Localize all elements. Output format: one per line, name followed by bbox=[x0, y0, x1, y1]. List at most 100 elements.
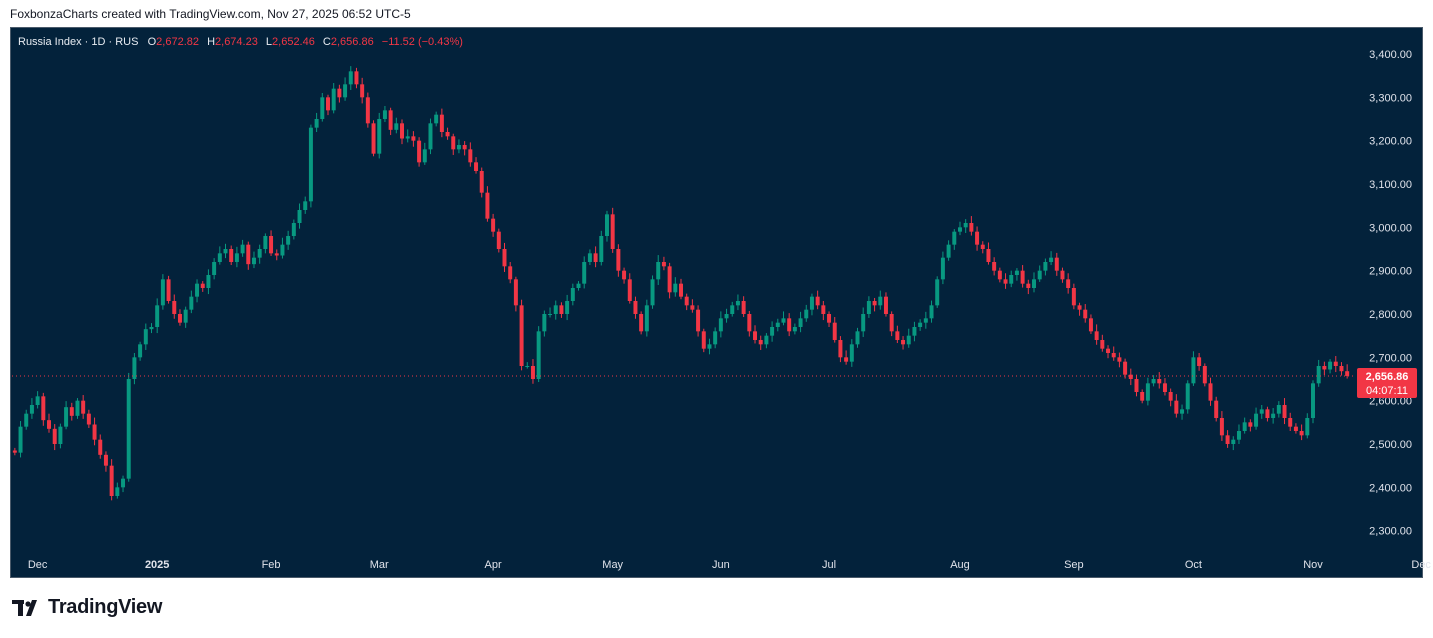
time-tick-label: Apr bbox=[485, 559, 502, 571]
candle-body bbox=[599, 236, 604, 262]
candle-body bbox=[1202, 366, 1207, 384]
candle-body bbox=[308, 127, 313, 202]
candle-body bbox=[650, 279, 655, 306]
candle-body bbox=[343, 84, 348, 98]
candle-body bbox=[923, 318, 928, 323]
symbol-label[interactable]: Russia Index · 1D · RUS bbox=[18, 36, 139, 48]
candle-body bbox=[297, 210, 302, 223]
candle-body bbox=[1180, 409, 1185, 414]
price-tick-label: 2,300.00 bbox=[1369, 526, 1412, 538]
candle-body bbox=[1282, 405, 1287, 418]
candle-body bbox=[798, 318, 803, 327]
candle-body bbox=[849, 344, 854, 362]
candle-body bbox=[274, 253, 279, 256]
candle-body bbox=[109, 465, 114, 496]
candle-body bbox=[303, 201, 308, 210]
candle-body bbox=[1310, 383, 1315, 418]
candle-body bbox=[411, 136, 416, 141]
candle-body bbox=[388, 110, 393, 130]
candle-body bbox=[724, 314, 729, 319]
candle-body bbox=[1271, 413, 1276, 418]
candle-body bbox=[1032, 279, 1036, 288]
price-tick-label: 3,300.00 bbox=[1369, 92, 1412, 104]
candle-body bbox=[52, 428, 57, 444]
close-key: C bbox=[322, 36, 331, 48]
candle-body bbox=[701, 331, 706, 349]
candle-body bbox=[81, 400, 86, 414]
candle-body bbox=[1128, 374, 1133, 379]
ohlc-legend: Russia Index · 1D · RUS O2,672.82 H2,674… bbox=[18, 36, 463, 48]
candle-body bbox=[1145, 383, 1150, 401]
candle-body bbox=[371, 123, 376, 154]
chart-pane[interactable] bbox=[10, 27, 1423, 578]
candle-body bbox=[1219, 418, 1224, 436]
candle-body bbox=[622, 270, 627, 280]
candle-body bbox=[47, 420, 52, 429]
time-tick-label: May bbox=[602, 559, 623, 571]
candle-body bbox=[781, 318, 786, 323]
candle-body bbox=[223, 249, 228, 254]
candle-body bbox=[428, 123, 433, 150]
price-axis[interactable]: 2,300.00 2,400.00 2,500.00 2,600.00 2,700.00… bbox=[1369, 49, 1412, 538]
candle-body bbox=[64, 407, 69, 427]
bar-countdown-label: 04:07:11 bbox=[1366, 385, 1408, 397]
candle-body bbox=[957, 227, 962, 232]
candle-body bbox=[291, 223, 296, 236]
time-tick-label: Dec bbox=[28, 559, 48, 571]
candle-body bbox=[667, 266, 672, 293]
candle-body bbox=[804, 309, 809, 319]
candle-body bbox=[627, 279, 632, 301]
candle-body bbox=[143, 329, 148, 345]
candle-body bbox=[661, 262, 666, 267]
candle-body bbox=[1322, 366, 1327, 370]
candle-body bbox=[1168, 392, 1173, 401]
time-tick-label: Feb bbox=[262, 559, 281, 571]
candle-body bbox=[348, 71, 353, 85]
candle-body bbox=[1174, 400, 1179, 414]
candle-body bbox=[792, 327, 797, 332]
candle-body bbox=[866, 301, 871, 314]
candle-body bbox=[331, 88, 336, 111]
candle-body bbox=[166, 279, 171, 301]
candle-body bbox=[183, 309, 188, 323]
candle-body bbox=[29, 405, 34, 414]
footer-brand[interactable]: TradingView bbox=[12, 596, 162, 619]
candle-body bbox=[474, 162, 479, 171]
candle-body bbox=[832, 322, 837, 340]
candle-body bbox=[616, 249, 621, 271]
candle-body bbox=[1185, 383, 1190, 410]
candle-body bbox=[434, 114, 439, 124]
candle-body bbox=[997, 270, 1002, 280]
candle-body bbox=[821, 305, 826, 314]
price-tick-label: 2,900.00 bbox=[1369, 266, 1412, 278]
candle-body bbox=[576, 283, 581, 288]
candle-body bbox=[172, 301, 177, 314]
candle-body bbox=[690, 305, 695, 310]
open-key: O bbox=[147, 36, 157, 48]
time-tick-label: Dec bbox=[1411, 559, 1431, 571]
price-tick-label: 3,200.00 bbox=[1369, 136, 1412, 148]
low-value: 2,652.46 bbox=[272, 36, 315, 48]
candle-body bbox=[513, 279, 518, 306]
candle-body bbox=[217, 253, 222, 262]
candle-body bbox=[587, 253, 592, 262]
candle-body bbox=[1333, 361, 1338, 366]
candle-body bbox=[75, 400, 80, 416]
time-axis[interactable]: Dec 2025 Feb Mar Apr May Jun Jul Aug Sep Oct Nov Dec bbox=[28, 559, 1432, 571]
candle-body bbox=[1111, 353, 1116, 358]
candle-body bbox=[212, 262, 217, 275]
candle-body bbox=[1197, 357, 1202, 366]
candle-body bbox=[229, 249, 234, 262]
candle-body bbox=[548, 314, 553, 315]
candle-body bbox=[730, 305, 735, 314]
candle-body bbox=[975, 231, 980, 245]
price-tick-label: 2,700.00 bbox=[1369, 352, 1412, 364]
candle-body bbox=[365, 97, 370, 124]
candle-body bbox=[1049, 257, 1054, 262]
candle-body bbox=[1288, 418, 1293, 427]
candle-body bbox=[570, 288, 575, 301]
candle-body bbox=[519, 305, 524, 366]
candle-body bbox=[593, 253, 598, 262]
candle-body bbox=[1014, 270, 1019, 275]
